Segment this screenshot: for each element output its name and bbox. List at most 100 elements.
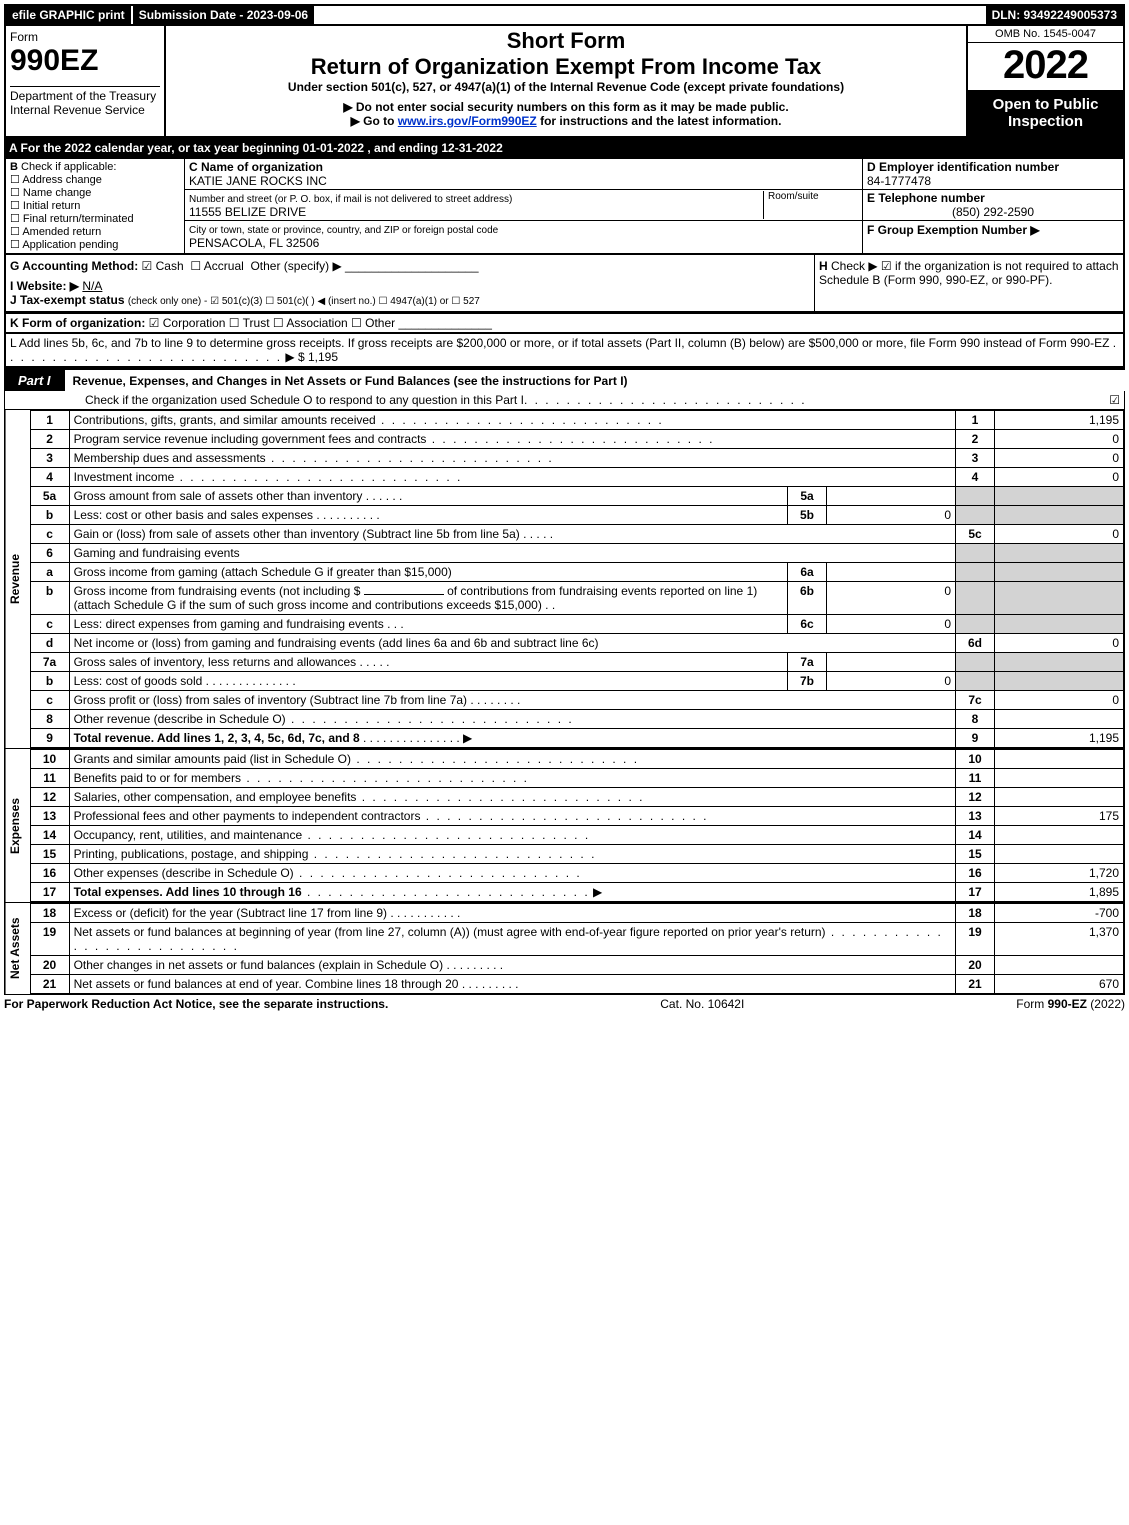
line-5a-midamt: [827, 487, 956, 506]
checkbox-cash[interactable]: Cash: [142, 259, 184, 273]
checkbox-schedule-o[interactable]: [1109, 393, 1120, 407]
line-12-amt: [995, 788, 1124, 807]
part-i-label: Part I: [4, 370, 65, 391]
section-b-label: B: [10, 161, 18, 173]
line-14-amt: [995, 826, 1124, 845]
line-2-amt: 0: [995, 430, 1124, 449]
form-label: Form: [10, 30, 160, 44]
line-19-desc: Net assets or fund balances at beginning…: [74, 925, 826, 939]
open-public-inspection: Open to Public Inspection: [968, 90, 1123, 136]
street-address: 11555 BELIZE DRIVE: [189, 205, 306, 219]
section-j: J Tax-exempt status (check only one) - ☑…: [10, 293, 810, 307]
part-i-header: Part I Revenue, Expenses, and Changes in…: [4, 368, 1125, 391]
line-14-desc: Occupancy, rent, utilities, and maintena…: [74, 828, 303, 842]
efile-print-button[interactable]: efile GRAPHIC print: [6, 6, 131, 24]
street-label: Number and street (or P. O. box, if mail…: [189, 194, 512, 205]
line-6d-desc: Net income or (loss) from gaming and fun…: [69, 634, 955, 653]
dln: DLN: 93492249005373: [986, 6, 1123, 24]
section-f-label: F Group Exemption Number ▶: [867, 223, 1040, 237]
irs-label: Internal Revenue Service: [10, 103, 145, 117]
line-6a-midamt: [827, 563, 956, 582]
line-6a-mid: 6a: [788, 563, 827, 582]
sidebar-expenses: Expenses: [5, 749, 30, 902]
line-5c-desc: Gain or (loss) from sale of assets other…: [74, 527, 520, 541]
line-6b-midamt: 0: [827, 582, 956, 615]
h-label: H: [819, 259, 828, 273]
line-1-desc: Contributions, gifts, grants, and simila…: [74, 413, 376, 427]
checkbox-address-change[interactable]: Address change: [10, 174, 102, 186]
short-form-title: Short Form: [174, 28, 958, 54]
line-5c-amt: 0: [995, 525, 1124, 544]
line-7a-mid: 7a: [788, 653, 827, 672]
line-17-amt: 1,895: [995, 883, 1124, 902]
line-16-amt: 1,720: [995, 864, 1124, 883]
org-name: KATIE JANE ROCKS INC: [189, 174, 327, 188]
goto-link[interactable]: ▶ Go to www.irs.gov/Form990EZ for instru…: [174, 114, 958, 128]
line-18-desc: Excess or (deficit) for the year (Subtra…: [74, 906, 387, 920]
line-6b-mid: 6b: [788, 582, 827, 615]
line-6c-mid: 6c: [788, 615, 827, 634]
line-18-amt: -700: [995, 904, 1124, 923]
line-2-desc: Program service revenue including govern…: [74, 432, 427, 446]
net-assets-table: 18Excess or (deficit) for the year (Subt…: [30, 903, 1124, 994]
line-9-amt: 1,195: [995, 729, 1124, 748]
form-header: Form 990EZ Department of the Treasury In…: [4, 26, 1125, 138]
line-12-desc: Salaries, other compensation, and employ…: [74, 790, 357, 804]
section-c-label: C Name of organization: [189, 160, 323, 174]
i-label: I Website: ▶: [10, 279, 79, 293]
line-5b-desc: Less: cost or other basis and sales expe…: [74, 508, 313, 522]
line-7a-midamt: [827, 653, 956, 672]
g-other[interactable]: Other (specify) ▶: [250, 259, 341, 273]
checkbox-application-pending[interactable]: Application pending: [10, 239, 118, 251]
line-5b-midamt: 0: [827, 506, 956, 525]
check-if-applicable: Check if applicable:: [21, 161, 116, 173]
line-8-desc: Other revenue (describe in Schedule O): [74, 712, 286, 726]
checkbox-name-change[interactable]: Name change: [10, 187, 91, 199]
footer-formref: Form 990-EZ (2022): [1016, 997, 1125, 1011]
checkbox-amended-return[interactable]: Amended return: [10, 226, 101, 238]
entity-info-block: B Check if applicable: Address change Na…: [4, 158, 1125, 255]
line-7a-desc: Gross sales of inventory, less returns a…: [74, 655, 357, 669]
footer-paperwork: For Paperwork Reduction Act Notice, see …: [4, 997, 388, 1011]
footer-catno: Cat. No. 10642I: [660, 997, 744, 1011]
page-footer: For Paperwork Reduction Act Notice, see …: [4, 995, 1125, 1011]
h-text: Check ▶ ☑ if the organization is not req…: [819, 259, 1119, 287]
sidebar-revenue: Revenue: [5, 410, 30, 748]
dept-treasury: Department of the Treasury: [10, 89, 156, 103]
line-6c-midamt: 0: [827, 615, 956, 634]
section-l-amount: ▶ $ 1,195: [285, 350, 338, 364]
checkbox-final-return[interactable]: Final return/terminated: [10, 213, 134, 225]
k-label: K Form of organization:: [10, 316, 145, 330]
line-20-desc: Other changes in net assets or fund bala…: [74, 958, 444, 972]
line-5a-desc: Gross amount from sale of assets other t…: [74, 489, 363, 503]
sidebar-net-assets: Net Assets: [5, 903, 30, 994]
line-11-desc: Benefits paid to or for members: [74, 771, 241, 785]
checkbox-initial-return[interactable]: Initial return: [10, 200, 80, 212]
section-e-label: E Telephone number: [867, 191, 985, 205]
line-6b-desc: Gross income from fundraising events (no…: [74, 584, 361, 598]
line-13-desc: Professional fees and other payments to …: [74, 809, 421, 823]
line-9-desc: Total revenue. Add lines 1, 2, 3, 4, 5c,…: [74, 731, 360, 745]
line-13-amt: 175: [995, 807, 1124, 826]
part-i-check-text: Check if the organization used Schedule …: [85, 393, 524, 407]
revenue-table: 1Contributions, gifts, grants, and simil…: [30, 410, 1124, 748]
line-20-amt: [995, 956, 1124, 975]
city-state-zip: PENSACOLA, FL 32506: [189, 236, 319, 250]
expenses-table: 10Grants and similar amounts paid (list …: [30, 749, 1124, 902]
main-title: Return of Organization Exempt From Incom…: [174, 54, 958, 80]
line-16-desc: Other expenses (describe in Schedule O): [74, 866, 294, 880]
line-1-amt: 1,195: [995, 411, 1124, 430]
website-value: N/A: [82, 279, 102, 293]
ein: 84-1777478: [867, 174, 931, 188]
checkbox-accrual[interactable]: Accrual: [190, 259, 243, 273]
line-8-amt: [995, 710, 1124, 729]
line-6-desc: Gaming and fundraising events: [69, 544, 955, 563]
k-detail: ☑ Corporation ☐ Trust ☐ Association ☐ Ot…: [149, 316, 395, 330]
line-10-amt: [995, 750, 1124, 769]
j-detail: (check only one) - ☑ 501(c)(3) ☐ 501(c)(…: [128, 296, 480, 307]
line-5b-mid: 5b: [788, 506, 827, 525]
section-i: I Website: ▶ N/A: [10, 279, 810, 293]
ssn-warning: ▶ Do not enter social security numbers o…: [174, 100, 958, 114]
tax-year: 2022: [968, 43, 1123, 88]
omb-number: OMB No. 1545-0047: [968, 26, 1123, 43]
